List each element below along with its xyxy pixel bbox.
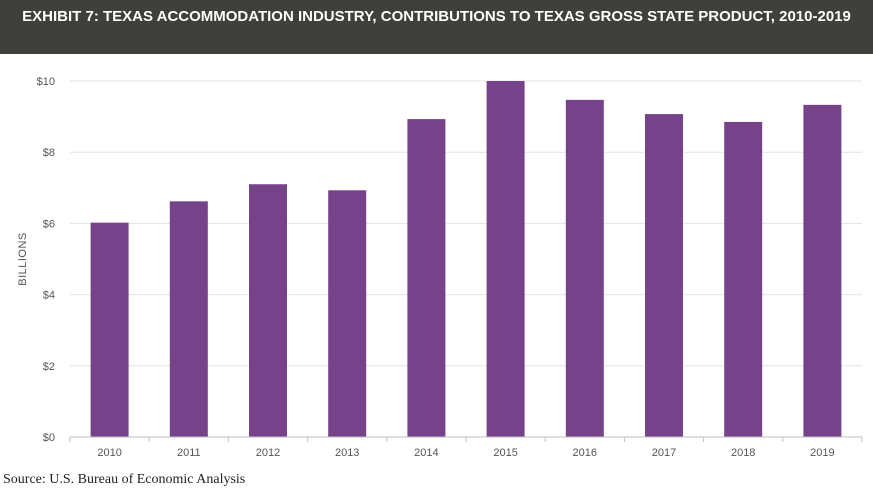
source-note: Source: U.S. Bureau of Economic Analysis	[3, 472, 246, 487]
bar	[645, 114, 683, 437]
y-axis-title: BILLIONS	[17, 232, 29, 286]
x-axis-ticks: 2010 2011 2012 2013 2014 2015 2016 2017 2018 2019	[97, 447, 834, 459]
x-tick-label: 2018	[731, 447, 755, 459]
y-tick-label: $6	[43, 218, 55, 230]
x-tick-label: 2016	[573, 447, 597, 459]
y-tick-label: $10	[37, 76, 55, 88]
chart-title-bar: EXHIBIT 7: TEXAS ACCOMMODATION INDUSTRY,…	[0, 0, 873, 54]
bars	[90, 81, 842, 438]
x-tick-label: 2017	[652, 447, 676, 459]
chart-title: EXHIBIT 7: TEXAS ACCOMMODATION INDUSTRY,…	[22, 8, 851, 25]
x-tick-label: 2011	[177, 447, 201, 459]
bar	[486, 81, 525, 437]
bar	[249, 184, 287, 437]
chart-area: $0 $2 $4 $6 $8 $10 2010 2011 2012 2013 2014 2015 20…	[0, 54, 873, 468]
bar	[803, 104, 842, 438]
y-tick-label: $8	[43, 147, 55, 159]
x-tick-label: 2015	[493, 447, 517, 459]
y-tick-label: $4	[43, 290, 55, 302]
x-tick-label: 2014	[414, 447, 438, 459]
x-tick-label: 2019	[810, 447, 834, 459]
bar	[328, 190, 367, 437]
bar	[724, 121, 763, 437]
y-tick-label: $0	[43, 432, 55, 444]
y-tick-label: $2	[43, 361, 55, 373]
x-axis	[69, 436, 863, 442]
x-tick-label: 2010	[97, 447, 121, 459]
x-tick-label: 2013	[335, 447, 359, 459]
bar	[90, 222, 129, 437]
bar	[565, 99, 604, 438]
y-axis-ticks: $0 $2 $4 $6 $8 $10	[37, 76, 55, 444]
bar-chart: $0$2$4$6$8$10 2010 2011 2012 2013 2014 2015 20…	[17, 76, 863, 459]
bar	[169, 201, 208, 437]
bar	[407, 119, 446, 437]
x-tick-label: 2012	[256, 447, 280, 459]
